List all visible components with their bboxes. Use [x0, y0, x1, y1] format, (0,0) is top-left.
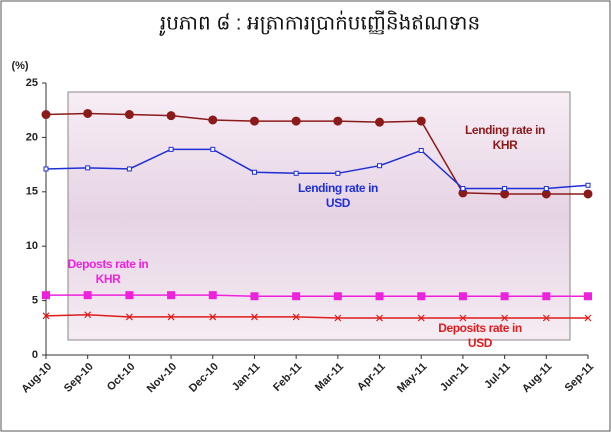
y-tick-label: 0: [32, 349, 38, 361]
marker: [292, 313, 300, 321]
marker: [291, 116, 301, 126]
series-line: [46, 294, 588, 297]
marker: [208, 115, 218, 125]
marker: [210, 146, 216, 152]
marker: [416, 116, 426, 126]
marker: [417, 292, 426, 301]
marker: [84, 311, 92, 319]
marker: [334, 314, 342, 322]
marker: [501, 314, 509, 322]
marker: [41, 110, 51, 120]
marker: [126, 166, 132, 172]
y-tick-label: 5: [32, 295, 38, 307]
marker: [85, 165, 91, 171]
legend-label: Lending rate in KHR: [464, 123, 545, 152]
series: [43, 146, 591, 192]
marker: [42, 312, 50, 320]
marker: [375, 117, 385, 127]
marker: [251, 313, 258, 321]
marker: [251, 169, 257, 175]
y-axis-label: (%): [11, 60, 28, 72]
marker: [333, 116, 343, 126]
marker: [167, 291, 176, 300]
marker: [543, 186, 549, 192]
marker: [249, 116, 259, 126]
y-tick-label: 25: [26, 77, 38, 89]
marker: [418, 147, 424, 153]
marker: [209, 313, 217, 321]
marker: [167, 313, 175, 321]
marker: [502, 186, 508, 192]
legend-label: Deposts rate in KHR: [67, 257, 149, 286]
marker: [208, 291, 217, 300]
marker: [333, 292, 342, 301]
marker: [542, 314, 550, 322]
marker: [584, 292, 592, 301]
chart-title: រូបភាព ៨ : អត្រាការប្រាក់បញ្ញើនិងឥណទាន: [159, 9, 480, 36]
series-line: [45, 148, 589, 190]
series: [41, 108, 593, 199]
marker: [166, 111, 176, 121]
marker: [125, 313, 133, 321]
title-box: [75, 3, 565, 63]
marker: [292, 292, 301, 301]
series-line: [45, 112, 588, 195]
series: [42, 311, 592, 322]
marker: [83, 108, 93, 118]
legend-label: Deposits rate in USD: [438, 321, 522, 350]
marker: [250, 292, 259, 301]
series-line: [45, 313, 588, 319]
marker: [168, 146, 174, 152]
marker: [43, 166, 49, 172]
marker: [42, 291, 50, 300]
y-tick-label: 10: [26, 240, 38, 252]
marker: [375, 292, 384, 301]
marker: [541, 189, 551, 199]
marker: [376, 314, 383, 322]
marker: [417, 314, 425, 322]
marker: [458, 292, 467, 301]
marker: [584, 314, 592, 322]
marker: [583, 189, 593, 199]
marker: [460, 186, 466, 192]
marker: [500, 292, 509, 301]
marker: [125, 291, 134, 300]
y-tick-label: 15: [26, 186, 38, 198]
marker: [585, 182, 591, 188]
y-tick-label: 20: [26, 131, 38, 143]
marker: [542, 292, 551, 301]
marker: [124, 110, 134, 120]
marker: [500, 189, 510, 199]
series: [42, 291, 592, 301]
marker: [459, 314, 467, 322]
marker: [83, 291, 92, 300]
marker: [377, 163, 383, 169]
marker: [293, 170, 299, 176]
marker: [335, 170, 341, 176]
legend-label: Lending rate in USD: [297, 181, 378, 210]
plot-background: [67, 91, 571, 341]
